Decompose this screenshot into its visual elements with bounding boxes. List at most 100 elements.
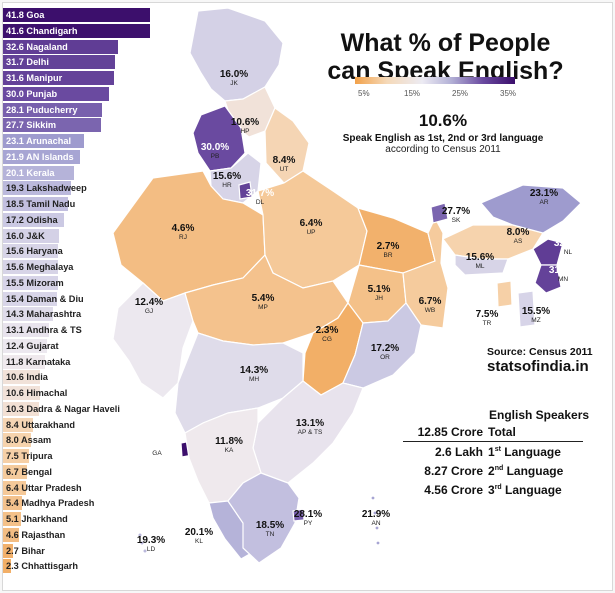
bar-label: 6.7 Bengal [6,466,52,477]
map-label-code: CG [322,336,332,343]
bar-label: 21.9 AN Islands [6,151,74,162]
bar-label: 31.7 Delhi [6,57,49,68]
total-label: Total [488,425,516,439]
map-label-pct: 20.1% [185,527,213,538]
language-word: Language [505,483,562,497]
national-text: Speak English as 1st, 2nd or 3rd languag… [342,133,544,144]
island-an [375,526,379,530]
ordinal-suffix: nd [494,465,504,472]
island-ld [140,541,144,545]
speakers-count: 2.6 Lakh [434,445,483,459]
bar: 15.6 Meghalaya [3,260,73,274]
source-note: Source: Census 2011 [487,346,593,358]
bar: 21.9 AN Islands [3,149,81,164]
bar: 13.1 Andhra & TS [3,323,82,337]
map-label-code: NL [564,249,573,256]
island-an [371,496,375,500]
speakers-count: 4.56 Crore [424,483,483,497]
speakers-language: 1st Language [488,445,561,459]
bar: 16.0 J&K [3,228,60,243]
map-label-pct: 6.7% [419,296,442,307]
map-label-code: DL [256,199,265,206]
region-dl [238,181,253,200]
bar-label: 8.4 Uttarakhand [6,419,75,430]
language-word: Language [504,445,561,459]
region-nl [532,238,564,266]
bar-label: 41.6 Chandigarh [6,25,78,36]
national-value: 10.6% [418,111,468,130]
region-or [342,302,422,389]
island-an [376,541,380,545]
language-word: Language [506,464,564,478]
bar-label: 28.1 Puducherry [6,104,78,115]
bar: 7.5 Tripura [3,449,52,463]
color-scale-bar [355,77,515,84]
bar: 23.1 Arunachal [3,134,85,148]
bar-label: 6.4 Uttar Pradesh [6,482,82,493]
bar-label: 16.0 J&K [6,230,45,241]
bar-label: 11.8 Karnataka [6,356,71,367]
island-an [373,511,377,515]
map-label-code: MZ [531,317,540,324]
bar: 4.6 Rajasthan [3,527,65,542]
state-bar-chart: 41.8 Goa 41.6 Chandigarh 32.6 Nagaland 31.7… [3,3,163,590]
bar-label: 5.4 Madhya Pradesh [6,498,95,509]
national-note: according to Census 2011 [385,144,501,155]
map-label-code: PY [304,520,313,527]
map-label-pct: 14.3% [240,365,268,376]
title-line-1: What % of People [340,29,551,57]
total-value: 12.85 Crore [417,425,483,439]
bar: 31.6 Manipur [3,71,115,85]
map-label-code: AR [539,199,548,206]
bar-label: 23.1 Arunachal [6,136,72,146]
bar-label: 2.3 Chhattisgarh [6,561,78,572]
map-label-pct: 11.8% [215,436,243,447]
bar: 15.5 Mizoram [3,275,64,290]
speakers-language: 2nd Language [488,464,563,478]
region-py [292,508,305,522]
map-label-pct: 15.6% [213,171,241,182]
map-label-pct: 10.6% [231,117,259,128]
ordinal: 2 [488,464,495,478]
map-label-code: JH [375,295,383,302]
bar: 2.3 Chhattisgarh [3,559,78,574]
speakers-count: 8.27 Crore [424,464,483,478]
map-label-pct: 16.0% [220,69,248,80]
map-label-code: MP [258,304,268,311]
bar: 10.6 Himachal [3,386,67,400]
site-name: statsofindia.in [487,358,589,375]
bar: 14.3 Maharashtra [3,307,81,322]
bar-label: 5.1 Jharkhand [6,514,68,524]
map-label-pct: 30.0% [201,142,229,153]
bar: 15.4 Daman & Diu [3,291,84,306]
map-label-code: MH [249,376,259,383]
region-sk [430,202,449,224]
bar: 41.8 Goa [3,8,151,22]
map-label-code: TN [266,531,275,538]
map-label-pct: 19.3% [137,535,165,546]
speakers-language: 3rd Language [488,483,562,497]
map-label-pct: 21.9% [362,509,390,520]
scale-tick: 25% [452,89,469,98]
bar: 8.4 Uttarakhand [3,417,75,432]
bar: 5.4 Madhya Pradesh [3,496,94,511]
map-label-pct: 13.1% [296,418,324,429]
bar-label: 10.3 Dadra & Nagar Haveli [6,403,120,414]
map-label-pct: 5.1% [368,284,391,295]
bar: 10.6 India [3,370,48,385]
map-label-pct: 32.6% [554,238,582,249]
bar-label: 2.7 Bihar [6,545,45,556]
bar-label: 14.3 Maharashtra [6,309,82,320]
bar-label: 13.1 Andhra & TS [6,325,82,335]
map-label-code: UT [280,166,289,173]
speakers-divider [403,441,583,442]
bar-label: 30.0 Punjab [6,88,58,99]
bar: 5.1 Jharkhand [3,512,68,526]
bar: 30.0 Punjab [3,86,109,101]
map-label-pct: 31.6% [549,265,577,276]
bar: 32.6 Nagaland [3,39,118,54]
bar-label: 15.6 Meghalaya [6,262,74,272]
region-jk [189,7,284,102]
bar: 28.1 Puducherry [3,102,103,117]
